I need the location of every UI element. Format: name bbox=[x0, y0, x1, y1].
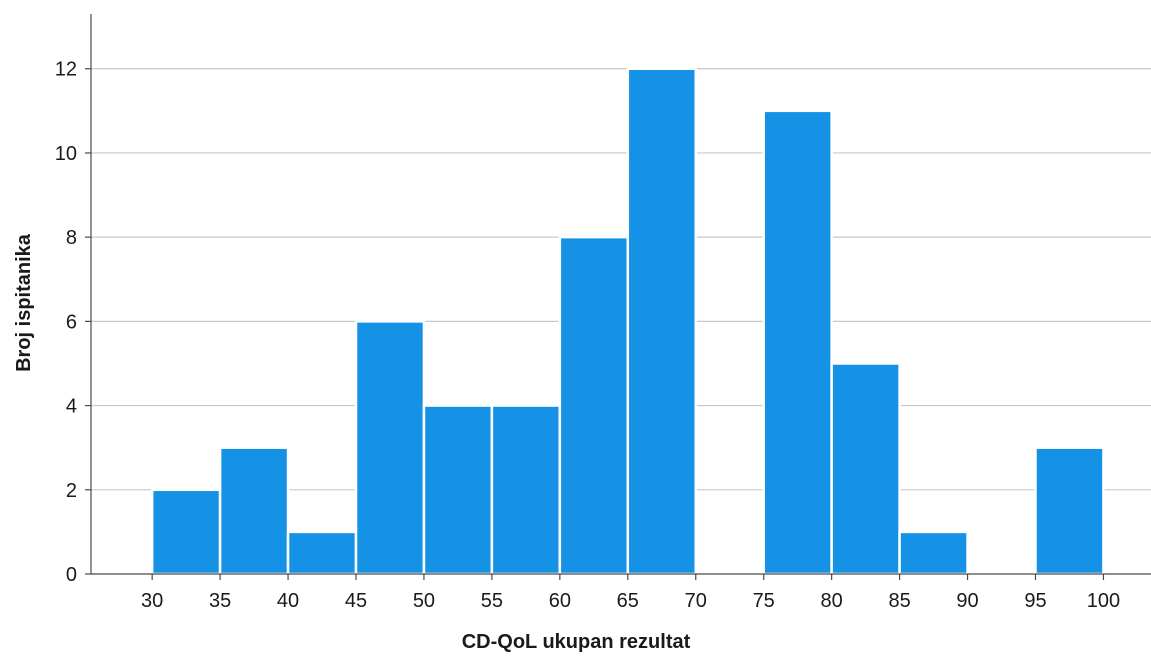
y-tick-label: 2 bbox=[66, 480, 77, 502]
y-tick-label: 10 bbox=[55, 143, 77, 165]
y-tick-label: 6 bbox=[66, 311, 77, 333]
x-tick-label: 75 bbox=[753, 590, 775, 612]
y-tick-label: 0 bbox=[66, 564, 77, 586]
y-axis-title: Broj ispitanika bbox=[13, 233, 35, 372]
x-tick-label: 55 bbox=[481, 590, 503, 612]
x-tick-label: 30 bbox=[141, 590, 163, 612]
x-ticks: 30 35 40 45 50 55 60 65 70 75 80 85 90 95 100 bbox=[141, 574, 1120, 612]
y-ticks: 0 2 4 6 8 10 12 bbox=[55, 59, 91, 586]
bar-95-100 bbox=[1034, 446, 1105, 576]
bar-85-90 bbox=[898, 530, 969, 576]
x-tick-label: 80 bbox=[821, 590, 843, 612]
bar-45-50 bbox=[354, 320, 426, 576]
bar-55-60 bbox=[490, 404, 562, 576]
x-tick-label: 90 bbox=[956, 590, 978, 612]
bar-65-70 bbox=[626, 67, 697, 576]
x-tick-label: 70 bbox=[685, 590, 707, 612]
x-tick-label: 40 bbox=[277, 590, 299, 612]
bars bbox=[150, 67, 1105, 576]
y-tick-label: 4 bbox=[66, 396, 77, 418]
bar-75-80 bbox=[762, 109, 833, 576]
x-tick-label: 60 bbox=[549, 590, 571, 612]
x-axis-title: CD-QoL ukupan rezultat bbox=[462, 631, 691, 653]
bar-60-65 bbox=[558, 235, 630, 576]
x-tick-label: 95 bbox=[1024, 590, 1046, 612]
y-tick-label: 8 bbox=[66, 227, 77, 249]
x-tick-label: 35 bbox=[209, 590, 231, 612]
bar-40-45 bbox=[286, 530, 358, 576]
x-tick-label: 45 bbox=[345, 590, 367, 612]
bar-35-40 bbox=[218, 446, 290, 576]
bar-30-35 bbox=[150, 488, 222, 576]
x-tick-label: 100 bbox=[1087, 590, 1120, 612]
x-tick-label: 50 bbox=[413, 590, 435, 612]
y-tick-label: 12 bbox=[55, 59, 77, 81]
x-tick-label: 85 bbox=[888, 590, 910, 612]
x-tick-label: 65 bbox=[617, 590, 639, 612]
bar-50-55 bbox=[422, 404, 494, 576]
axes bbox=[90, 14, 1151, 575]
bar-80-85 bbox=[830, 362, 901, 576]
